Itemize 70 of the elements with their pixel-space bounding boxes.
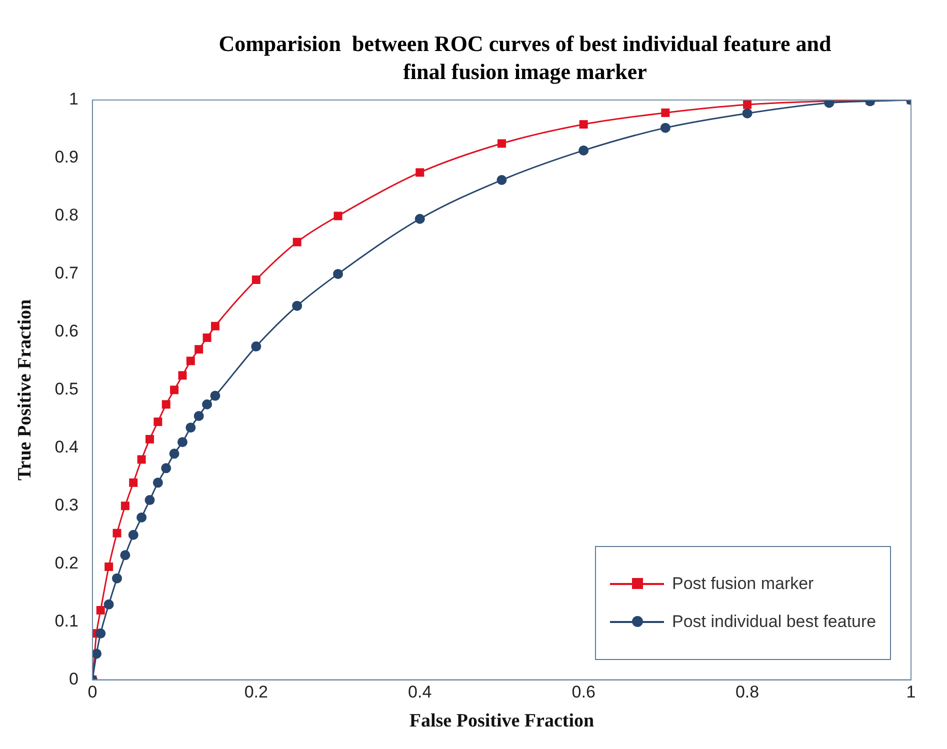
point	[96, 606, 105, 614]
point	[92, 648, 102, 659]
point	[120, 502, 130, 510]
x-tick-label: 0.6	[572, 682, 596, 702]
point	[136, 512, 147, 522]
point	[104, 562, 114, 571]
y-tick-label: 0.5	[54, 380, 78, 399]
legend-label: Post fusion marker	[672, 574, 814, 594]
point	[202, 333, 212, 342]
x-axis-title: False Positive Fraction	[409, 710, 594, 732]
point	[104, 599, 114, 610]
point	[120, 550, 130, 560]
point	[137, 455, 146, 464]
y-tick-label: 0.4	[54, 438, 78, 457]
point	[161, 463, 172, 474]
line-series	[92, 100, 911, 680]
x-tick-label: 1	[906, 682, 916, 702]
point	[112, 573, 122, 584]
y-tick-label: 0.1	[54, 612, 78, 631]
y-tick-label: 0.2	[54, 554, 78, 573]
point	[186, 422, 196, 433]
point	[154, 418, 162, 426]
y-tick-label: 0.8	[54, 206, 78, 225]
point	[144, 495, 155, 506]
point	[145, 434, 154, 444]
point	[177, 437, 188, 448]
point	[333, 268, 344, 279]
y-tick-label: 0	[68, 669, 78, 688]
point	[194, 410, 204, 421]
point	[202, 399, 212, 410]
chart-title: Comparision between ROC curves of best individual feature and final fusion image marker	[218, 30, 832, 86]
point	[186, 356, 195, 366]
point	[334, 212, 342, 220]
point	[414, 214, 425, 224]
y-axis-title: True Positive Fraction	[14, 298, 36, 480]
point	[578, 145, 589, 156]
point	[292, 300, 302, 311]
x-tick-label: 0.2	[244, 682, 268, 702]
point	[112, 528, 122, 538]
point	[170, 386, 179, 394]
y-tick-label: 0.7	[54, 264, 78, 283]
point	[210, 322, 220, 330]
x-tick-label: 0.8	[735, 682, 760, 702]
y-tick-label: 1	[68, 90, 78, 109]
point	[661, 108, 670, 117]
point	[743, 100, 752, 109]
point	[252, 275, 260, 284]
point	[169, 448, 180, 459]
point	[292, 238, 302, 246]
point	[178, 371, 187, 380]
point	[162, 400, 170, 409]
y-tick-label: 0.3	[54, 496, 78, 515]
point	[251, 341, 262, 352]
point	[152, 478, 163, 488]
x-tick-label: 0	[88, 682, 98, 702]
point	[96, 628, 106, 638]
y-tick-label: 0.6	[54, 322, 78, 341]
y-tick-label: 0.9	[54, 148, 78, 167]
point	[129, 478, 138, 487]
point	[210, 390, 220, 401]
point	[660, 122, 670, 133]
point	[496, 175, 507, 186]
point	[579, 120, 588, 129]
point	[497, 139, 506, 148]
legend-label: Post individual best feature	[672, 612, 876, 632]
x-tick-label: 0.4	[408, 682, 432, 702]
point	[194, 345, 204, 354]
point	[742, 108, 752, 118]
point	[416, 168, 424, 177]
point	[128, 530, 138, 540]
